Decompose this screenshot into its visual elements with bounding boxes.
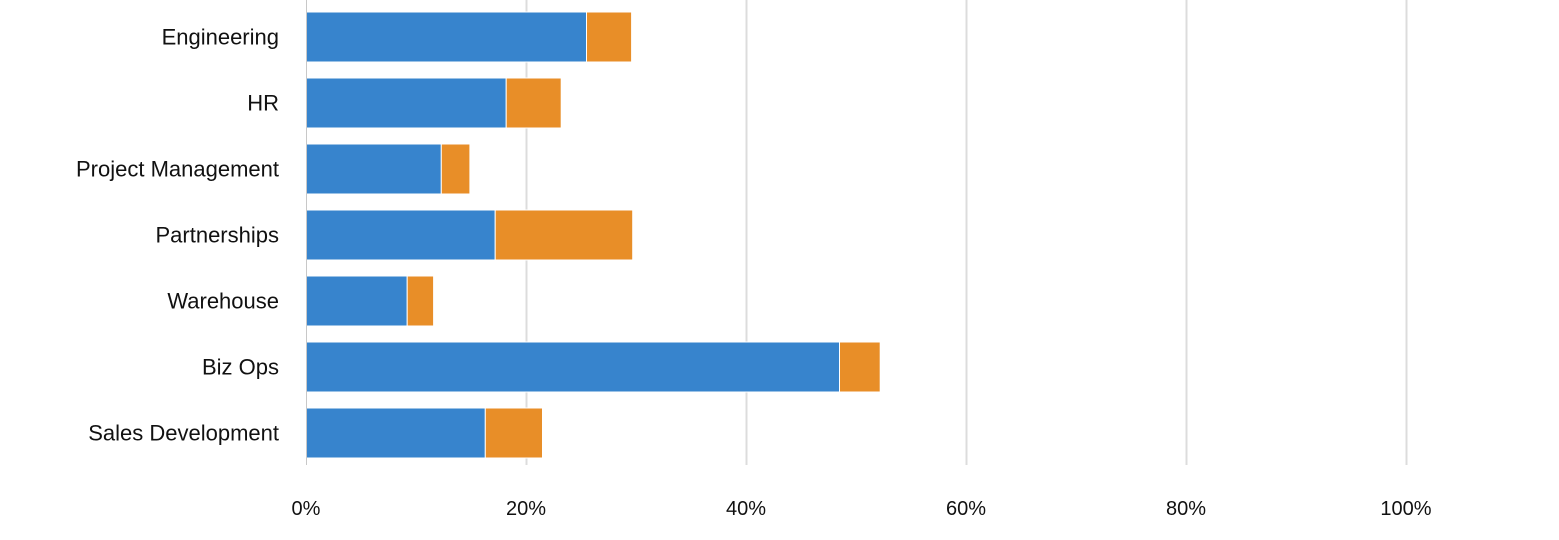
- category-label: Project Management: [76, 157, 279, 182]
- x-tick-label: 20%: [506, 498, 546, 520]
- category-label: HR: [247, 91, 279, 116]
- bar-project-management-series-1: [305, 143, 442, 195]
- category-label: Warehouse: [167, 289, 279, 314]
- bar-biz-ops-series-2: [839, 341, 881, 393]
- bar-engineering-series-1: [305, 11, 587, 63]
- bar-sales-development-series-1: [305, 407, 486, 459]
- labels-layer: Engineering HR Project Management Partnersh…: [76, 25, 1432, 521]
- x-tick-label: 0%: [292, 498, 321, 520]
- bar-sales-development-series-2: [484, 407, 543, 459]
- category-label: Engineering: [162, 25, 279, 50]
- x-tick-label: 80%: [1166, 498, 1206, 520]
- bar-hr-series-2: [505, 77, 562, 129]
- bar-warehouse-series-1: [305, 275, 408, 327]
- bar-project-management-series-2: [440, 143, 471, 195]
- bar-biz-ops-series-1: [305, 341, 840, 393]
- bar-partnerships-series-1: [305, 209, 496, 261]
- bar-warehouse-series-2: [406, 275, 435, 327]
- bar-partnerships-series-2: [494, 209, 634, 261]
- bar-hr-series-1: [305, 77, 507, 129]
- grid-layer: [525, 0, 1408, 465]
- bar-engineering-series-2: [586, 11, 633, 63]
- x-tick-label: 60%: [946, 498, 986, 520]
- bars-layer: [305, 11, 881, 459]
- x-tick-label: 100%: [1380, 498, 1431, 520]
- category-label: Partnerships: [155, 223, 279, 248]
- category-label: Biz Ops: [202, 355, 279, 380]
- x-tick-label: 40%: [726, 498, 766, 520]
- category-label: Sales Development: [88, 421, 279, 446]
